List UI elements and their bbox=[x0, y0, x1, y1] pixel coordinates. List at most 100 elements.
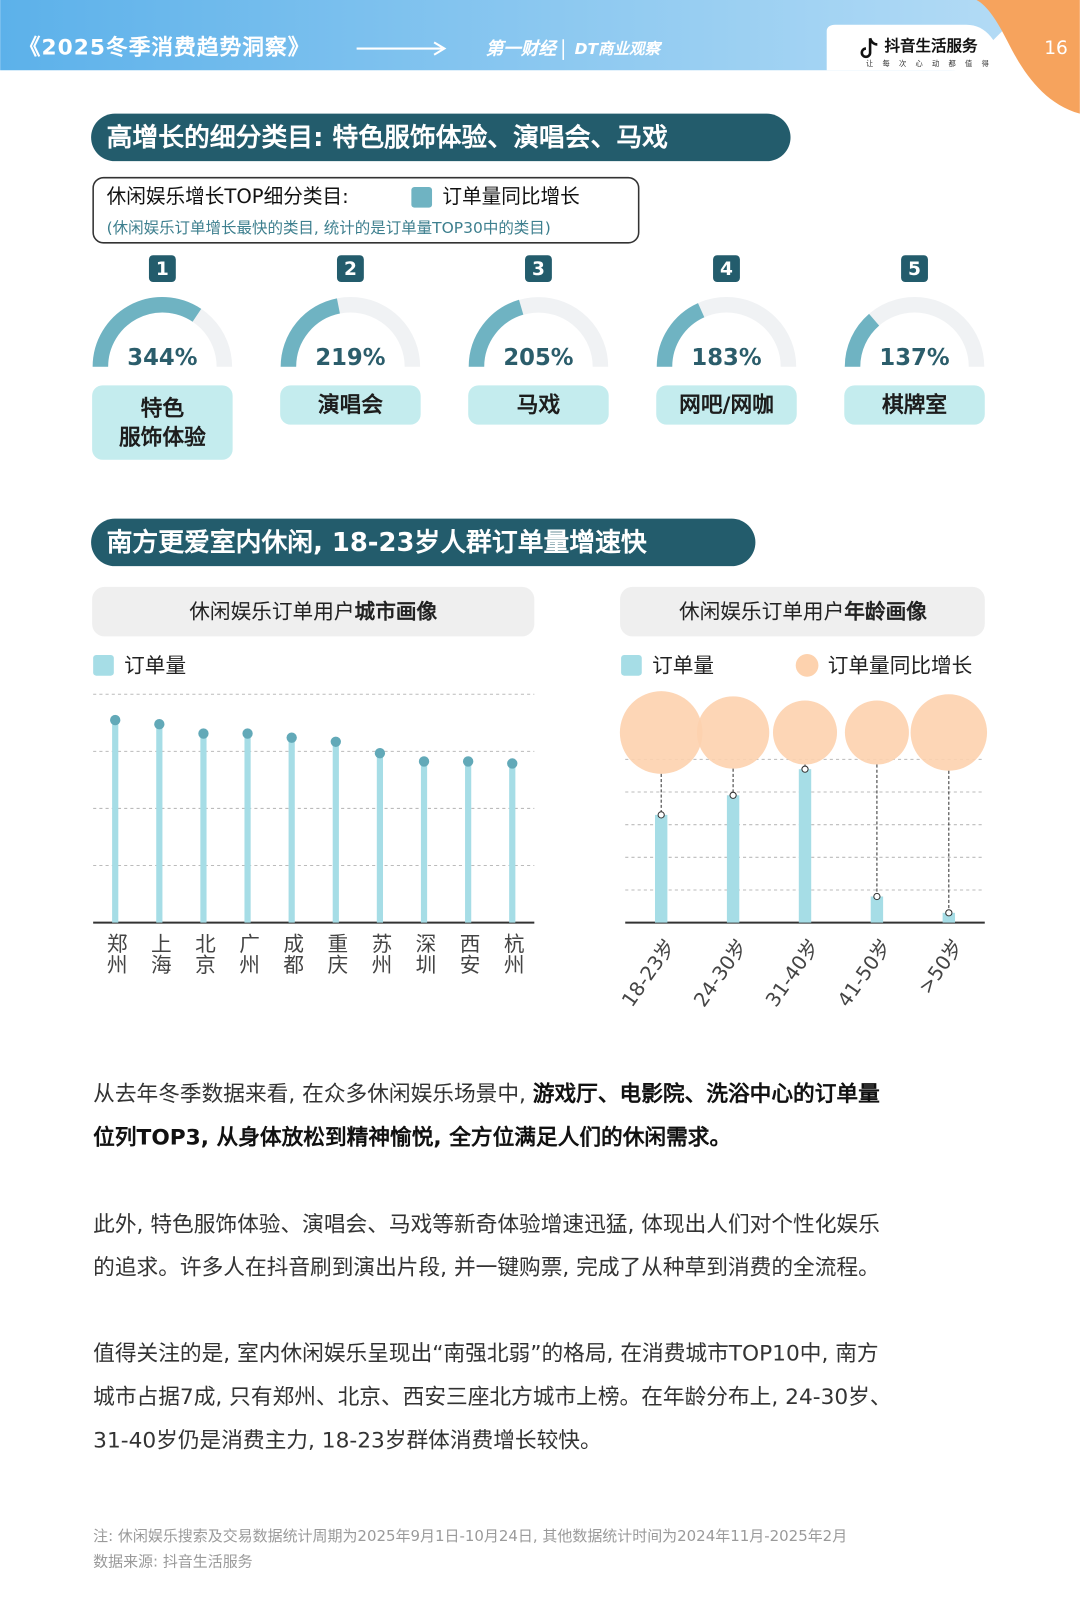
value-label: 219% bbox=[315, 345, 385, 371]
lollipop-stem bbox=[156, 724, 163, 923]
lollipop-dot bbox=[198, 728, 209, 739]
lollipop-dot bbox=[507, 758, 518, 769]
chart-title-panel bbox=[92, 586, 535, 637]
brand-icon bbox=[860, 37, 878, 59]
x-tick-label: 上海 bbox=[147, 933, 171, 974]
paragraph-line: 此外, 特色服饰体验、演唱会、马戏等新奇体验增速迅猛, 体现出人们对个性化娱乐 bbox=[93, 1212, 880, 1237]
x-tick-label: 广州 bbox=[236, 933, 260, 974]
section-band bbox=[91, 518, 756, 567]
chart-subtitle: (休闲娱乐订单增长最快的类目, 统计的是订单量TOP30中的类目) bbox=[107, 219, 551, 237]
paragraph-line: 位列TOP3, 从身体放松到精神愉悦, 全方位满足人们的休闲需求。 bbox=[93, 1125, 731, 1151]
section-band bbox=[91, 113, 791, 162]
gauge-arc bbox=[844, 313, 880, 368]
lollipop-stem bbox=[509, 763, 516, 923]
x-tick-label: 18-23岁 bbox=[617, 935, 680, 1011]
growth-bubble bbox=[772, 700, 838, 765]
category-pill bbox=[468, 385, 609, 425]
value-label: 183% bbox=[691, 345, 761, 371]
rank-number: 2 bbox=[344, 259, 357, 280]
arrow-head bbox=[433, 41, 447, 56]
rank-badge bbox=[525, 255, 552, 283]
rank-badge bbox=[713, 255, 740, 283]
category-label-box: 马戏 bbox=[516, 392, 561, 418]
category-pill bbox=[92, 385, 233, 460]
rank-number: 4 bbox=[720, 259, 733, 280]
legend-label: 订单量同比增长 bbox=[442, 185, 579, 208]
brand-panel bbox=[826, 24, 1008, 71]
paragraph-line: 值得关注的是, 室内休闲娱乐呈现出“南强北弱”的格局, 在消费城市TOP10中,… bbox=[93, 1341, 878, 1366]
bar-cap bbox=[801, 765, 809, 773]
bar bbox=[654, 814, 668, 923]
category-label: 演唱会 bbox=[317, 392, 383, 418]
chart-title: 休闲娱乐订单用户年龄画像 bbox=[679, 600, 927, 624]
category-pill bbox=[656, 385, 797, 425]
bar-cap bbox=[873, 892, 881, 901]
category-label: 网吧/网咖 bbox=[679, 392, 774, 418]
lollipop-dot bbox=[374, 748, 386, 759]
lollipop-stem bbox=[288, 737, 295, 923]
bar bbox=[942, 912, 956, 923]
lollipop-dot bbox=[462, 756, 474, 767]
x-tick-label: 41-50岁 bbox=[833, 935, 896, 1011]
paragraph-run: 此外, 特色服饰体验、演唱会、马戏等新奇体验增速迅猛, 体现出人们对个性化娱乐 bbox=[93, 1212, 880, 1237]
x-tick-label: 北京 bbox=[191, 933, 215, 974]
x-tick-label: 郑州 bbox=[103, 933, 127, 974]
brand-tagline: 让每次心动都值得 bbox=[866, 59, 998, 68]
x-tick-label: >50岁 bbox=[914, 935, 968, 998]
category-label: 马戏 bbox=[516, 392, 561, 418]
lollipop-stem bbox=[244, 733, 251, 923]
paragraph-line: 的追求。许多人在抖音刷到演出片段, 并一键购票, 完成了从种草到消费的全流程。 bbox=[93, 1256, 880, 1281]
header-band bbox=[0, 0, 1080, 71]
bar bbox=[870, 896, 884, 923]
bar-cap bbox=[945, 909, 953, 917]
growth-bubble bbox=[844, 700, 909, 765]
lollipop-dot bbox=[110, 714, 121, 726]
chart-title: 休闲娱乐订单用户城市画像 bbox=[189, 600, 437, 624]
bar-cap bbox=[729, 791, 737, 799]
bar-cap bbox=[657, 811, 665, 819]
category-label-box: 网吧/网咖 bbox=[679, 392, 774, 418]
x-tick-label: 西安 bbox=[456, 933, 480, 974]
rank-number: 1 bbox=[156, 259, 169, 280]
rank-badge bbox=[901, 255, 928, 283]
x-tick-label: 31-40岁 bbox=[761, 935, 824, 1011]
value-label: 137% bbox=[879, 345, 949, 371]
paragraph-run: 游戏厅、电影院、洗浴中心的订单量 bbox=[533, 1081, 880, 1107]
rank-badge bbox=[148, 255, 176, 283]
chart-title-part: 休闲娱乐订单用户 bbox=[189, 600, 354, 624]
gauge-arc bbox=[656, 303, 705, 368]
lollipop-stem bbox=[465, 761, 472, 923]
paragraph-run: 的追求。许多人在抖音刷到演出片段, 并一键购票, 完成了从种草到消费的全流程。 bbox=[93, 1256, 880, 1281]
category-label: 特色 服饰体验 bbox=[118, 395, 206, 450]
x-tick-label: 深圳 bbox=[412, 933, 436, 974]
corner-decoration bbox=[976, 0, 1080, 114]
growth-bubble bbox=[696, 696, 770, 769]
rank-number: 3 bbox=[532, 259, 545, 280]
paragraph-run: 值得关注的是, 室内休闲娱乐呈现出“南强北弱”的格局, 在消费城市TOP10中,… bbox=[93, 1341, 878, 1366]
paragraph-line: 城市占据7成, 只有郑州、北京、西安三座北方城市上榜。在年龄分布上, 24-30… bbox=[93, 1385, 891, 1410]
lollipop-stem bbox=[332, 741, 339, 923]
rank-badge bbox=[336, 255, 364, 283]
category-label: 棋牌室 bbox=[881, 392, 948, 418]
page-number: 16 bbox=[1044, 38, 1068, 59]
paragraph-run: 位列TOP3, 从身体放松到精神愉悦, 全方位满足人们的休闲需求。 bbox=[93, 1125, 731, 1151]
lollipop-stem bbox=[376, 753, 384, 923]
bar bbox=[798, 769, 812, 923]
growth-bubble bbox=[910, 694, 988, 771]
legend-label: 订单量 bbox=[124, 653, 186, 677]
paragraph-run: 城市占据7成, 只有郑州、北京、西安三座北方城市上榜。在年龄分布上, 24-30… bbox=[93, 1385, 891, 1410]
value-label: 344% bbox=[127, 345, 197, 371]
paragraph-line: 从去年冬季数据来看, 在众多休闲娱乐场景中, 游戏厅、电影院、洗浴中心的订单量 bbox=[93, 1081, 880, 1107]
growth-bubble bbox=[619, 691, 703, 774]
lollipop-stem bbox=[420, 761, 428, 923]
x-tick-label: 成都 bbox=[280, 933, 304, 974]
lollipop-dot bbox=[242, 728, 253, 739]
chart-title-part: 年龄画像 bbox=[844, 600, 927, 624]
chart-title-part: 城市画像 bbox=[355, 600, 438, 624]
section-title: 高增长的细分类目: 特色服饰体验、演唱会、马戏 bbox=[107, 122, 669, 153]
category-label-box: 演唱会 bbox=[317, 392, 383, 418]
gauge-arc bbox=[468, 299, 524, 368]
legend-swatch bbox=[93, 655, 114, 676]
logo-yicai: 第一财经 bbox=[486, 39, 559, 60]
